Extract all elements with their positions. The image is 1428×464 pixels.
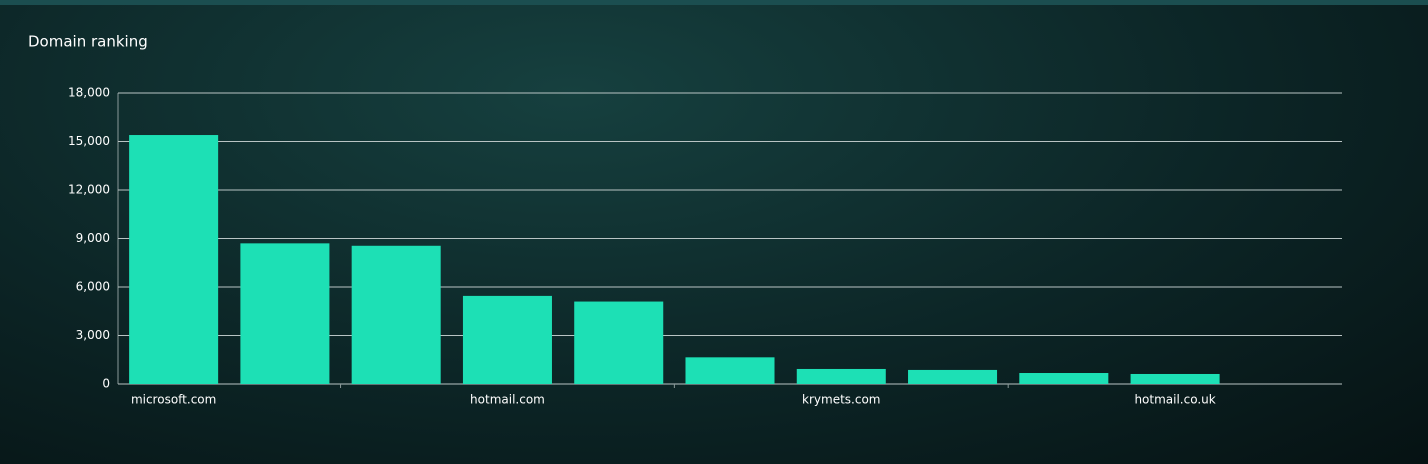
- y-tick-label: 3,000: [76, 328, 110, 342]
- y-tick-label: 18,000: [68, 86, 110, 100]
- y-tick-label: 6,000: [76, 280, 110, 294]
- bar: [240, 243, 330, 384]
- bar: [1130, 373, 1220, 384]
- x-tick-label: microsoft.com: [131, 393, 216, 407]
- bar: [462, 295, 552, 384]
- bar: [685, 357, 775, 384]
- bar: [574, 301, 664, 384]
- x-tick-label: hotmail.com: [470, 393, 545, 407]
- x-tick-label: hotmail.co.uk: [1134, 393, 1215, 407]
- bar: [351, 245, 441, 384]
- y-tick-label: 15,000: [68, 134, 110, 148]
- y-tick-label: 12,000: [68, 183, 110, 197]
- bar: [1019, 373, 1109, 384]
- bar: [796, 368, 886, 384]
- bar: [129, 135, 219, 384]
- y-tick-label: 9,000: [76, 231, 110, 245]
- y-tick-label: 0: [102, 377, 110, 391]
- bar: [908, 369, 998, 384]
- x-tick-label: krymets.com: [802, 393, 880, 407]
- chart-title: Domain ranking: [28, 33, 148, 51]
- top-strip: [0, 0, 1428, 5]
